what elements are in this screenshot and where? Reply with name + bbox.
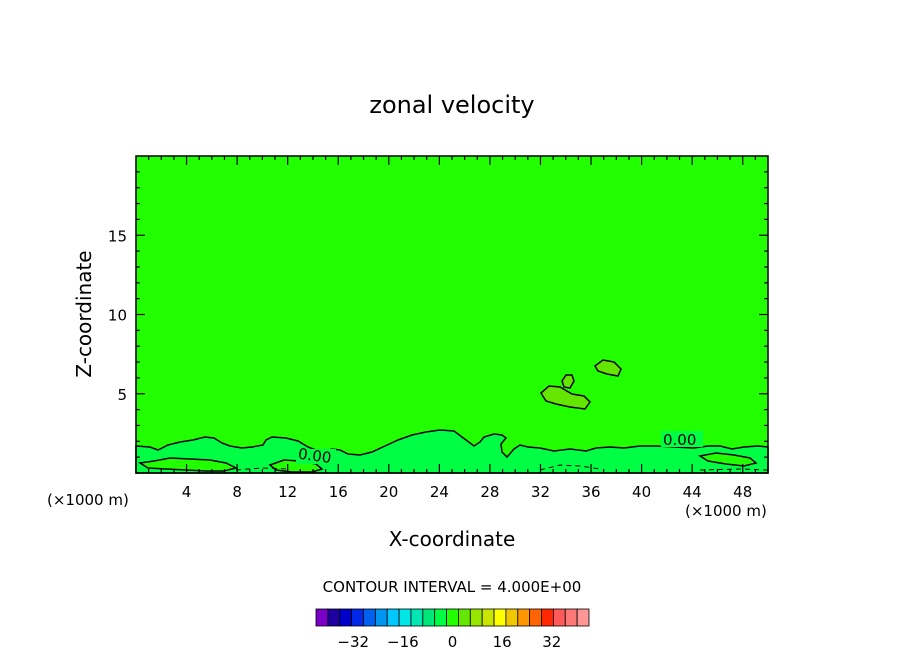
colorbar-swatch (564, 608, 578, 627)
x-tick-label: 36 (581, 483, 600, 501)
x-tick-label: 48 (733, 483, 752, 501)
x-tick-label: 16 (329, 483, 348, 501)
colorbar-swatch (552, 608, 566, 627)
x-tick-labels: 4 8 12 16 20 24 28 32 36 40 44 48 (182, 483, 752, 501)
colorbar-swatch (351, 608, 364, 627)
colorbar-tick-label: 16 (493, 633, 512, 651)
x-tick-label: 12 (278, 483, 297, 501)
colorbar-swatch (493, 608, 507, 627)
x-tick-label: 24 (430, 483, 449, 501)
x-tick-label: 32 (531, 483, 550, 501)
x-tick-label: 40 (632, 483, 651, 501)
x-tick-label: 20 (379, 483, 398, 501)
contour-label-1: 0.00 (297, 445, 333, 467)
contour-label-group: 0.00 0.00 (296, 431, 703, 467)
contour-label-box-2 (661, 431, 703, 447)
dashed-negative-contour (235, 464, 769, 471)
contour-label-2: 0.00 (663, 431, 696, 449)
x-axis-label: X-coordinate (389, 527, 516, 551)
colorbar-swatch (446, 608, 459, 627)
colorbar-swatch (529, 608, 542, 627)
colorbar-tick-label: −16 (387, 633, 419, 651)
colorbar-swatch (327, 608, 341, 627)
colorbar-tick-label: 0 (448, 633, 458, 651)
contour-blob-right (697, 452, 758, 467)
colorbar-swatch (434, 608, 447, 627)
colorbar-swatch (422, 608, 436, 627)
x-tick-label: 8 (232, 483, 242, 501)
colorbar-swatch (541, 608, 554, 627)
colorbar-tick-label: −32 (337, 633, 369, 651)
colorbar-swatch (386, 608, 400, 627)
colorbar-swatch (398, 608, 412, 627)
contour-loop-2 (561, 374, 575, 389)
contour-loop-3 (594, 359, 622, 377)
colorbar-swatch (481, 608, 495, 627)
contour-blob-left (137, 457, 239, 472)
colorbar (315, 608, 590, 627)
plot-background (136, 156, 768, 473)
y-tick-label: 10 (108, 307, 127, 325)
x-tick-label: 28 (480, 483, 499, 501)
colorbar-swatch (517, 608, 531, 627)
y-tick-label: 15 (108, 227, 127, 245)
colorbar-swatch (576, 608, 590, 627)
x-unit-label-right: (×1000 m) (685, 502, 767, 520)
chart-title: zonal velocity (369, 91, 534, 119)
colorbar-swatch (374, 608, 388, 627)
contour-interval-text: CONTOUR INTERVAL = 4.000E+00 (323, 578, 582, 596)
contour-loop-1 (540, 385, 591, 410)
y-tick-labels: 5 10 15 (108, 227, 127, 404)
axis-ticks (136, 156, 768, 473)
contour-label-box-1 (296, 449, 336, 464)
y-tick-label: 5 (117, 386, 127, 404)
colorbar-swatch (469, 608, 483, 627)
colorbar-labels: −32 −16 0 16 32 (337, 633, 561, 651)
y-axis-label: Z-coordinate (72, 250, 96, 377)
colorbar-tick-label: 32 (542, 633, 561, 651)
contour-regions (135, 359, 769, 474)
x-tick-label: 4 (182, 483, 192, 501)
colorbar-swatch (363, 608, 376, 627)
colorbar-swatch (458, 608, 471, 627)
x-tick-label: 44 (683, 483, 702, 501)
colorbar-swatch (410, 608, 424, 627)
colorbar-swatch (339, 608, 353, 627)
colorbar-swatch (505, 608, 519, 627)
x-unit-label-left: (×1000 m) (47, 491, 129, 509)
colorbar-swatch (315, 608, 329, 627)
